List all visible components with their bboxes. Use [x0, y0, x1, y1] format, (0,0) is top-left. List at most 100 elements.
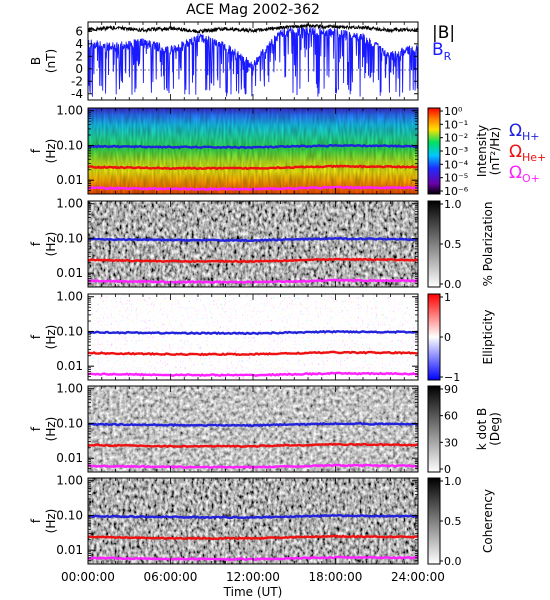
- y-tick-label: 0.01: [56, 173, 83, 187]
- colorbar-tick-label: 10⁻²: [444, 132, 468, 145]
- y-label-top: f: [29, 241, 43, 246]
- y-label-top: f: [29, 148, 43, 153]
- y-tick-label: 1.00: [56, 197, 83, 211]
- panel-kdotb: 1.00 0.10 0.01 f (Hz) 90 60 30 0 k dot B (Deg): [29, 382, 502, 476]
- y-tick-label: 0.10: [56, 231, 83, 245]
- gyrofrequency-line: [88, 513, 418, 520]
- y-tick-label: 0.01: [56, 266, 83, 280]
- colorbar-tick-label: 30: [444, 436, 458, 449]
- legend-br: BR: [432, 40, 452, 63]
- colorbar-tick-label: 1: [444, 291, 451, 304]
- colorbar-tick-label: −1: [444, 371, 460, 384]
- colorbar-tick-label: 0.5: [444, 238, 462, 251]
- y-label-bottom: (Hz): [44, 325, 58, 350]
- colorbar: [427, 107, 441, 195]
- x-axis-label: Time (UT): [223, 585, 283, 599]
- y-tick-label: 1.00: [56, 104, 83, 118]
- series-line-br: [88, 26, 418, 97]
- x-tick-label: 06:00:00: [144, 570, 198, 584]
- y-tick-label: -2: [71, 74, 83, 88]
- series-line-btotal: [88, 22, 418, 35]
- y-label-top: f: [29, 426, 43, 431]
- y-label-bottom: (Hz): [44, 417, 58, 442]
- gyrofrequency-line: [88, 329, 418, 336]
- colorbar-tick-label: 1.0: [444, 198, 462, 211]
- panel-polarization: 1.00 0.10 0.01 f (Hz) 1.0 0.5 0.0 % Polarization: [29, 197, 495, 291]
- colorbar-label: k dot B: [475, 408, 489, 450]
- y-tick-label: 0.10: [56, 508, 83, 522]
- colorbar-tick-label: 0.0: [444, 555, 462, 568]
- y-tick-label: 0.01: [56, 451, 83, 465]
- colorbar-unit: (Deg): [488, 412, 502, 446]
- y-tick-label: 0: [75, 62, 83, 76]
- legend-omega-h: ΩH+: [509, 121, 540, 143]
- y-tick-label: 2: [75, 49, 83, 63]
- y-tick-label: 1.00: [56, 290, 83, 304]
- y-tick-label: 0.01: [56, 359, 83, 373]
- spectrogram-image: [88, 478, 418, 564]
- gyrofrequency-line: [88, 350, 418, 357]
- colorbar-label: Coherency: [481, 489, 495, 553]
- colorbar-label: % Polarization: [481, 202, 495, 287]
- colorbar: [427, 293, 441, 381]
- y-label-bottom: (Hz): [44, 139, 58, 164]
- y-tick-label: 6: [75, 24, 83, 38]
- colorbar-tick-label: 0.0: [444, 278, 462, 291]
- figure-title: ACE Mag 2002-362: [186, 2, 320, 18]
- y-tick-label: 0.10: [56, 416, 83, 430]
- y-tick-label: 1.00: [56, 474, 83, 488]
- spectrogram-image: [88, 201, 418, 287]
- gyrofrequency-line: [88, 236, 418, 243]
- y-tick-label: 0.10: [56, 138, 83, 152]
- legend-omega-he: ΩHe+: [509, 142, 546, 164]
- colorbar-label: Intensity: [475, 125, 489, 177]
- panel-ellipticity: 1.00 0.10 0.01 f (Hz) 1 0 −1 Ellipticity: [29, 290, 495, 384]
- colorbar-tick-label: 0.5: [444, 515, 462, 528]
- colorbar-unit: (nT²/Hz): [488, 127, 502, 175]
- y-label-bottom: (Hz): [44, 509, 58, 534]
- colorbar-tick-label: 0: [444, 331, 451, 344]
- colorbar-tick-label: 10⁰: [444, 105, 463, 118]
- y-tick-label: 0.10: [56, 324, 83, 338]
- gyrofrequency-line: [88, 421, 418, 428]
- x-tick-label: 18:00:00: [309, 570, 363, 584]
- colorbar-tick-label: 10⁻⁵: [444, 172, 468, 185]
- y-tick-label: 0.01: [56, 543, 83, 557]
- colorbar: [427, 385, 441, 473]
- colorbar: [427, 477, 441, 565]
- colorbar-tick-label: 0: [444, 463, 451, 476]
- gyrofrequency-legend: ΩH+ΩHe+ΩO+: [509, 121, 546, 185]
- y-tick-label: -4: [71, 87, 83, 101]
- spectrogram-texture: [88, 108, 418, 194]
- panel-coherency: 1.00 0.10 0.01 f (Hz) 1.0 0.5 0.0 Coherency: [29, 474, 495, 568]
- spectrogram-image: [88, 294, 418, 380]
- legend-omega-o: ΩO+: [509, 163, 540, 185]
- colorbar: [427, 200, 441, 288]
- y-label-top: f: [29, 518, 43, 523]
- y-label-bottom: (Hz): [44, 232, 58, 257]
- x-tick-label: 12:00:00: [226, 570, 280, 584]
- gyrofrequency-line: [88, 257, 418, 264]
- colorbar-label: Ellipticity: [481, 310, 495, 365]
- y-tick-label: 1.00: [56, 382, 83, 396]
- colorbar-tick-label: 10⁻⁴: [444, 158, 469, 171]
- legend-btotal: |B|: [432, 23, 455, 43]
- y-label-bottom: (nT): [44, 49, 58, 73]
- colorbar-tick-label: 1.0: [444, 475, 462, 488]
- colorbar-tick-label: 90: [444, 383, 458, 396]
- spectrogram-image: [88, 386, 418, 472]
- x-tick-label: 00:00:00: [61, 570, 115, 584]
- colorbar-tick-label: 60: [444, 410, 458, 423]
- x-tick-label: 24:00:00: [391, 570, 445, 584]
- y-label-top: f: [29, 334, 43, 339]
- colorbar-tick-label: 10⁻⁶: [444, 185, 469, 198]
- gyrofrequency-line: [88, 143, 418, 150]
- y-label-top: B: [29, 57, 43, 65]
- y-tick-label: 4: [75, 37, 83, 51]
- gyrofrequency-line: [88, 164, 418, 171]
- colorbar-tick-label: 10⁻³: [444, 145, 468, 158]
- gyrofrequency-line: [88, 442, 418, 449]
- gyrofrequency-line: [88, 534, 418, 541]
